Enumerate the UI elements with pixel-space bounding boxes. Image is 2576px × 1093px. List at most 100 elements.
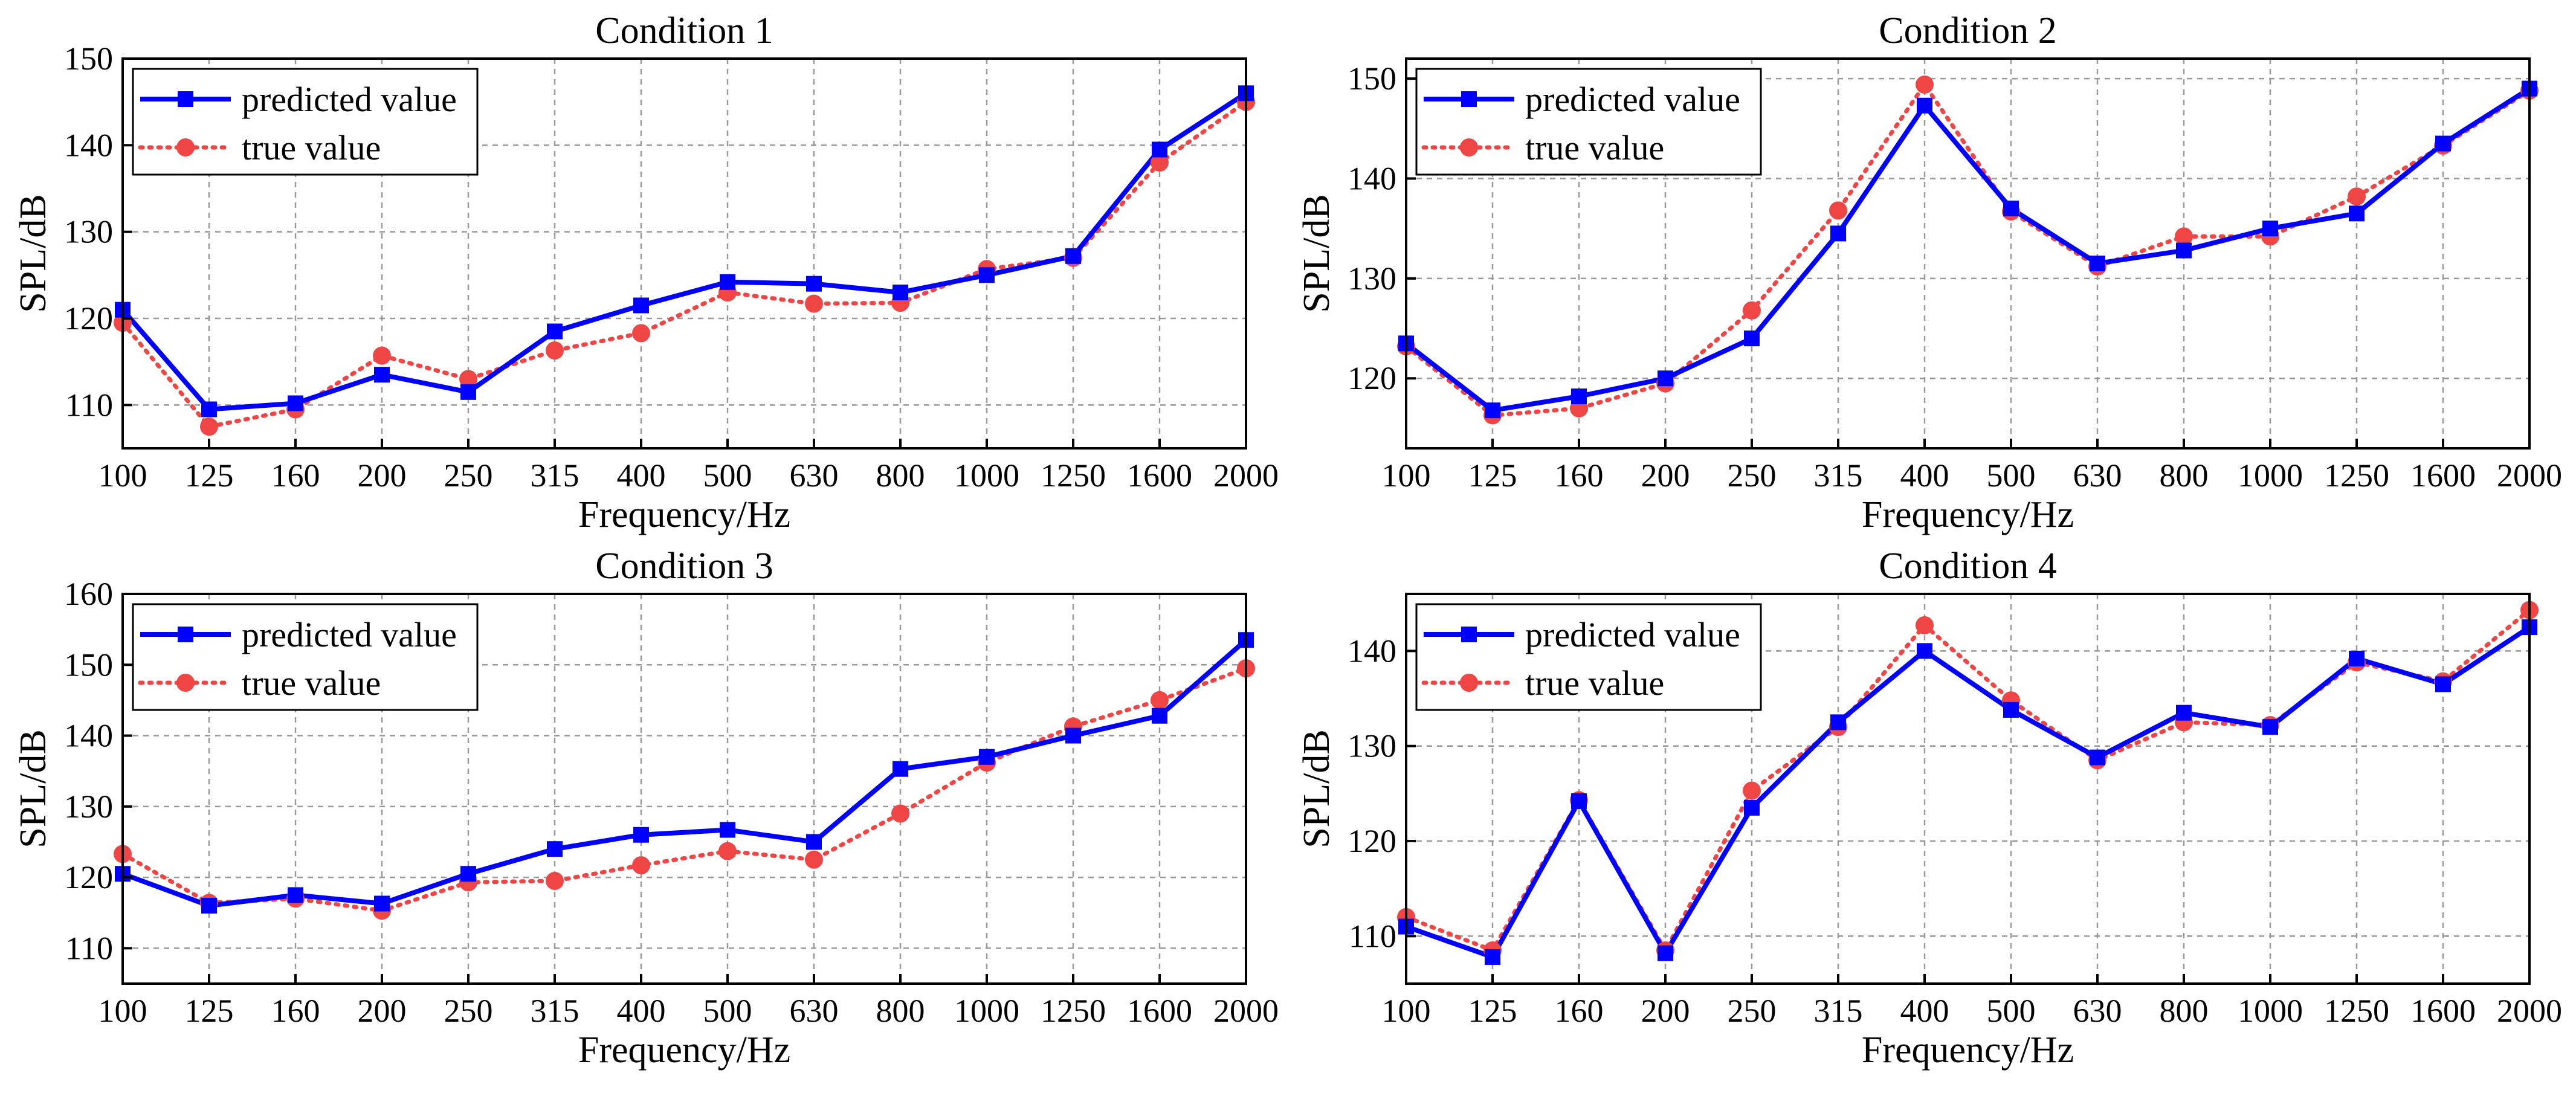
x-tick-label: 100 <box>98 457 147 494</box>
data-point-predicted-value <box>806 276 822 292</box>
chart-panel-2: 120 130 140 150 100 125 160 200 250 315 400 500 630 8… <box>1296 10 2562 535</box>
x-tick-label: 630 <box>790 457 839 494</box>
data-point-predicted-value <box>979 749 995 765</box>
x-tick-label: 125 <box>185 993 234 1029</box>
legend-marker-true-value <box>176 138 195 156</box>
data-point-predicted-value <box>893 761 908 777</box>
legend: predicted value true value <box>132 68 479 176</box>
data-point-true-value <box>459 370 477 389</box>
plot-frame <box>121 57 1247 450</box>
chart-title: Condition 2 <box>1879 10 2057 51</box>
data-point-predicted-value <box>2349 650 2365 666</box>
y-tick-label: 140 <box>64 127 113 163</box>
data-point-predicted-value <box>2262 221 2278 237</box>
series-line-true-value <box>120 666 1248 913</box>
y-tick-label: 130 <box>64 788 113 825</box>
x-tick-label: 800 <box>876 993 925 1029</box>
series-line-true-value <box>1404 80 2532 418</box>
x-tick-label: 500 <box>703 993 752 1029</box>
x-tick-label: 2000 <box>2497 457 2562 494</box>
x-tick-label: 500 <box>1987 457 2036 494</box>
data-point-predicted-value <box>1830 225 1846 242</box>
data-point-predicted-value <box>806 834 822 850</box>
y-tick-label: 140 <box>1348 160 1396 196</box>
x-tick-label: 1250 <box>1041 993 1106 1029</box>
y-axis-label: SPL/dB <box>13 729 54 848</box>
data-point-predicted-value <box>1485 402 1500 419</box>
x-tick-label: 500 <box>703 457 752 494</box>
data-point-predicted-value <box>893 285 908 300</box>
legend-label-predicted-value: predicted value <box>242 80 457 119</box>
legend-marker-true-value <box>176 674 195 692</box>
data-point-predicted-value <box>2349 205 2365 222</box>
x-tick-label: 160 <box>1555 993 1604 1029</box>
data-point-predicted-value <box>633 297 649 314</box>
data-point-predicted-value <box>2262 719 2278 735</box>
chart-panel-4: 110 120 130 140 100 125 160 200 250 315 400 500 630 8… <box>1296 546 2562 1071</box>
data-point-predicted-value <box>1152 708 1167 724</box>
x-tick-label: 1250 <box>2324 993 2389 1029</box>
data-point-predicted-value <box>374 367 390 383</box>
legend-marker-predicted-value <box>1461 627 1477 642</box>
y-tick-label: 130 <box>64 214 113 250</box>
legend-box <box>1415 68 1762 176</box>
data-point-true-value <box>632 324 650 343</box>
data-point-predicted-value <box>720 822 735 838</box>
y-tick-label: 150 <box>1348 60 1396 97</box>
legend-label-predicted-value: predicted value <box>1525 80 1740 119</box>
x-tick-label: 400 <box>617 457 666 494</box>
y-tick-label: 120 <box>1348 823 1396 859</box>
chart-panel-3: 110 120 130 140 150 160 100 125 160 200 250 315 400 5… <box>13 546 1279 1071</box>
x-tick-label: 400 <box>617 993 666 1029</box>
y-tick-label: 150 <box>64 40 113 77</box>
x-tick-label: 200 <box>358 457 407 494</box>
x-tick-label: 500 <box>1987 993 2036 1029</box>
y-axis-label: SPL/dB <box>13 194 54 312</box>
x-tick-label: 160 <box>1555 457 1604 494</box>
y-tick-label: 160 <box>64 576 113 612</box>
data-point-true-value <box>1151 691 1169 709</box>
data-point-predicted-value <box>1744 330 1760 347</box>
x-tick-label: 315 <box>1814 457 1863 494</box>
chart-panel-1: 110 120 130 140 150 100 125 160 200 250 315 400 500 6… <box>13 10 1279 535</box>
data-point-predicted-value <box>1571 793 1587 809</box>
x-tick-label: 1600 <box>1127 457 1192 494</box>
data-point-predicted-value <box>2176 242 2192 259</box>
x-tick-label: 1000 <box>2238 993 2303 1029</box>
data-point-predicted-value <box>288 887 303 903</box>
y-axis-label: SPL/dB <box>1296 729 1337 848</box>
data-point-true-value <box>1151 153 1169 172</box>
data-point-true-value <box>632 856 650 875</box>
x-tick-label: 2000 <box>1213 457 1279 494</box>
data-point-true-value <box>546 341 564 360</box>
x-tick-label: 630 <box>790 993 839 1029</box>
plot-frame <box>1405 593 2531 985</box>
legend-label-predicted-value: predicted value <box>242 615 457 654</box>
y-tick-label: 110 <box>65 387 113 423</box>
series-line-predicted-value <box>1405 625 2531 959</box>
x-tick-label: 2000 <box>1213 993 1279 1029</box>
series-line-predicted-value <box>121 638 1248 908</box>
x-tick-label: 1600 <box>1127 993 1192 1029</box>
legend-marker-predicted-value <box>1461 91 1477 107</box>
y-axis-label: SPL/dB <box>1296 194 1337 312</box>
data-point-true-value <box>1916 76 1934 94</box>
x-tick-label: 1600 <box>2410 993 2476 1029</box>
y-tick-label: 130 <box>1348 260 1396 297</box>
legend: predicted value true value <box>1415 603 1762 711</box>
y-tick-label: 110 <box>1349 918 1396 954</box>
x-tick-label: 100 <box>1382 993 1431 1029</box>
data-point-true-value <box>718 842 737 860</box>
x-tick-label: 315 <box>1814 993 1863 1029</box>
data-point-predicted-value <box>2003 701 2019 718</box>
plot-frame <box>1405 57 2531 450</box>
data-point-predicted-value <box>2090 749 2105 766</box>
legend-label-true-value: true value <box>242 663 381 703</box>
x-tick-label: 250 <box>1728 993 1777 1029</box>
data-point-true-value <box>373 346 391 365</box>
x-tick-label: 200 <box>1641 993 1690 1029</box>
data-point-predicted-value <box>374 895 390 912</box>
chart-title: Condition 4 <box>1879 546 2057 587</box>
data-point-true-value <box>891 804 909 823</box>
